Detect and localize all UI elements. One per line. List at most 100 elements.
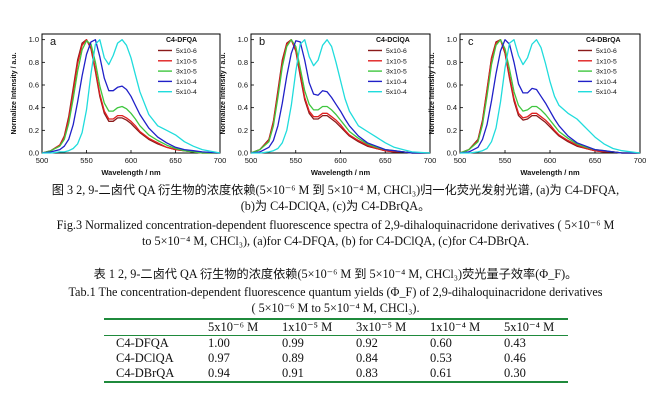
series-line-1x10-5 xyxy=(250,39,430,154)
legend-label: 5x10-6 xyxy=(386,48,407,55)
table-cell: 0.91 xyxy=(282,366,304,380)
series-line-3x10-5 xyxy=(41,40,220,154)
series-line-5x10-4 xyxy=(251,39,431,154)
y-axis-label: Normalize Intensity / a.u. xyxy=(11,52,18,134)
x-tick-label: 700 xyxy=(214,156,227,165)
y-tick-label: 0.2 xyxy=(238,126,248,135)
table-header-cell xyxy=(104,319,198,336)
legend-title: C4-DClQA xyxy=(376,37,410,44)
spectra-figure: 500 550 600 650 700 0.0 0.2 0.4 0.6 0.8 1.0 Wavelen… xyxy=(11,33,647,177)
series-line-1x10-4 xyxy=(250,40,430,154)
y-tick-label: 0.2 xyxy=(447,126,457,135)
legend-label: 1x10-5 xyxy=(176,58,197,65)
spectra-panel-b: 500 550 600 650 700 0.0 0.2 0.4 0.6 0.8 1.0 Wavelen… xyxy=(220,33,437,177)
legend-label: 5x10-6 xyxy=(176,48,197,55)
table-cell: 0.84 xyxy=(356,351,378,365)
series-line-1x10-4 xyxy=(459,39,640,154)
legend-label: 1x10-4 xyxy=(176,79,197,86)
legend-label: 3x10-5 xyxy=(386,69,407,76)
y-tick-label: 0.0 xyxy=(238,149,248,158)
legend-label: 1x10-5 xyxy=(386,58,407,65)
x-tick-label: 550 xyxy=(80,156,93,165)
panel-letter: c xyxy=(468,36,474,48)
x-tick-label: 600 xyxy=(544,156,557,165)
table-header-cell: 1x10⁻⁴ M xyxy=(430,320,481,334)
table-caption-en: Tab.1 The concentration-dependent fluore… xyxy=(0,285,671,316)
x-tick-label: 700 xyxy=(424,156,437,165)
y-tick-label: 0.0 xyxy=(447,149,457,158)
series-line-1x10-5 xyxy=(459,39,640,154)
y-tick-label: 0.4 xyxy=(447,103,457,112)
figure-caption-en-line2: to 5×10⁻⁴ M, CHCl₃), (a)for C4-DFQA, (b)… xyxy=(141,233,530,248)
x-tick-label: 600 xyxy=(334,156,347,165)
table-cell: 0.94 xyxy=(208,366,230,380)
x-tick-label: 650 xyxy=(169,156,182,165)
series-line-1x10-5 xyxy=(41,39,220,154)
y-tick-label: 0.4 xyxy=(29,103,39,112)
figure-caption-cn-line1: 图 3 2, 9-二卤代 QA 衍生物的浓度依赖(5×10⁻⁶ M 到 5×10… xyxy=(51,183,620,197)
y-tick-label: 0.8 xyxy=(238,58,248,67)
table-cell: 0.46 xyxy=(504,351,526,365)
y-tick-label: 1.0 xyxy=(29,35,39,44)
table-row: C4-DBrQA 0.94 0.91 0.83 0.61 0.30 xyxy=(104,366,568,382)
spectra-panel-c: 500 550 600 650 700 0.0 0.2 0.4 0.6 0.8 1.0 Wavelen… xyxy=(429,33,647,177)
legend-label: 5x10-4 xyxy=(176,89,197,96)
figure-caption-en-line1: Fig.3 Normalized concentration-dependent… xyxy=(56,218,615,232)
legend-label: 5x10-4 xyxy=(386,89,407,96)
y-tick-label: 0.8 xyxy=(447,58,457,67)
y-tick-label: 0.6 xyxy=(238,81,248,90)
legend-label: 3x10-5 xyxy=(176,69,197,76)
table-cell: 0.53 xyxy=(430,351,452,365)
y-tick-label: 0.8 xyxy=(29,58,39,67)
x-axis-label: Wavelength / nm xyxy=(311,168,371,177)
table-row: C4-DFQA 1.00 0.99 0.92 0.60 0.43 xyxy=(104,336,568,352)
table-cell: C4-DBrQA xyxy=(116,366,175,380)
x-tick-label: 700 xyxy=(634,156,647,165)
legend-label: 1x10-4 xyxy=(596,79,617,86)
x-tick-label: 600 xyxy=(125,156,138,165)
y-tick-label: 0.2 xyxy=(29,126,39,135)
y-tick-label: 1.0 xyxy=(447,35,457,44)
table-header-row: 5x10⁻⁶ M 1x10⁻⁵ M 3x10⁻⁵ M 1x10⁻⁴ M 5x10… xyxy=(104,319,568,336)
x-tick-label: 650 xyxy=(379,156,392,165)
legend-label: 3x10-5 xyxy=(596,69,617,76)
x-tick-label: 650 xyxy=(589,156,602,165)
table-cell: 0.61 xyxy=(430,366,452,380)
figure-caption-en: Fig.3 Normalized concentration-dependent… xyxy=(0,218,671,249)
table-cell: 0.92 xyxy=(356,336,378,350)
table-cell: 0.43 xyxy=(504,336,526,350)
table-cell: C4-DFQA xyxy=(116,336,169,350)
y-axis-label: Normalize Intensity / a.u. xyxy=(220,52,227,134)
table-cell: 0.97 xyxy=(208,351,230,365)
y-tick-label: 0.0 xyxy=(29,149,39,158)
series-line-3x10-5 xyxy=(250,39,430,154)
spectra-panel-a: 500 550 600 650 700 0.0 0.2 0.4 0.6 0.8 1.0 Wavelen… xyxy=(11,33,227,177)
legend-label: 5x10-6 xyxy=(596,48,617,55)
series-line-5x10-4 xyxy=(42,39,221,154)
x-axis-label: Wavelength / nm xyxy=(520,168,580,177)
y-tick-label: 0.6 xyxy=(29,81,39,90)
table-caption-en-line1: Tab.1 The concentration-dependent fluore… xyxy=(68,285,603,299)
series-line-3x10-5 xyxy=(459,39,640,154)
legend-title: C4-DBrQA xyxy=(586,37,621,44)
table-header-cell: 5x10⁻⁴ M xyxy=(504,320,555,334)
table-cell: 0.83 xyxy=(356,366,378,380)
y-axis-label: Normalize Intensity / a.u. xyxy=(429,52,436,134)
table-header-cell: 1x10⁻⁵ M xyxy=(282,320,333,334)
x-tick-label: 500 xyxy=(36,156,49,165)
table-header-cell: 3x10⁻⁵ M xyxy=(356,320,407,334)
legend-label: 5x10-4 xyxy=(596,89,617,96)
table-cell: 1.00 xyxy=(208,336,230,350)
table-cell: 0.30 xyxy=(504,366,526,380)
panel-letter: b xyxy=(259,36,265,48)
legend-label: 1x10-5 xyxy=(596,58,617,65)
series-line-5x10-4 xyxy=(460,39,641,154)
y-tick-label: 1.0 xyxy=(238,35,248,44)
figure-caption-cn-line2: (b)为 C4-DClQA, (c)为 C4-DBrQA。 xyxy=(240,198,431,213)
x-tick-label: 500 xyxy=(454,156,467,165)
x-tick-label: 550 xyxy=(499,156,512,165)
y-tick-label: 0.6 xyxy=(447,81,457,90)
legend-title: C4-DFQA xyxy=(166,37,197,44)
table-caption-en-line2: ( 5×10⁻⁶ M to 5×10⁻⁴ M, CHCl₃). xyxy=(251,300,420,315)
table-cell: 0.89 xyxy=(282,351,304,365)
